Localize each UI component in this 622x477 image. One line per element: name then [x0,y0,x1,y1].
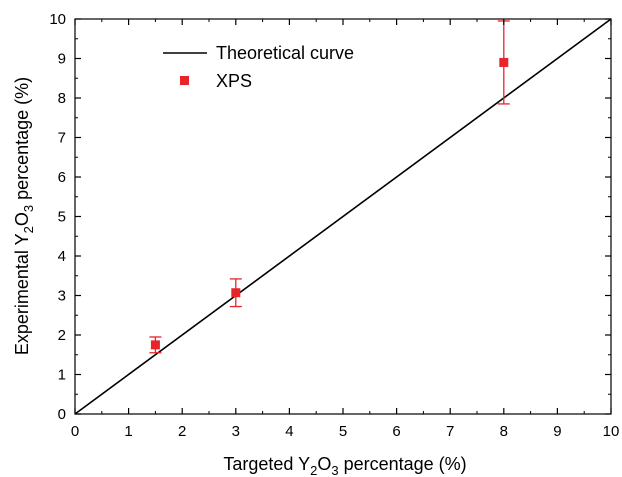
x-tick-label: 5 [339,423,347,440]
data-point-xps [150,340,160,350]
y-tick-label: 0 [58,406,66,423]
x-axis-label: Targeted Y2O3 percentage (%) [223,454,466,477]
legend-label-xps: XPS [216,71,252,91]
axes: 0 1 2 3 4 5 6 7 8 9 10 0 1 2 3 4 5 6 7 8 9 10 [49,11,619,440]
data-point-xps [499,57,509,67]
x-tick-label: 10 [603,423,620,440]
plot-area [74,18,612,415]
data-point-xps [231,288,241,298]
x-tick-label: 0 [71,423,79,440]
y-tick-label: 5 [58,209,66,226]
y-axis-label: Experimental Y2O3 percentage (%) [12,77,36,355]
y-tick-label: 8 [58,90,66,107]
y-tick-label: 6 [58,169,66,186]
series-line-theoretical-curve [74,18,612,415]
y-tick-label: 3 [58,288,66,305]
y-tick-label: 10 [49,11,66,28]
x-tick-label: 8 [500,423,508,440]
y-tick-label: 1 [58,367,66,384]
x-tick-label: 6 [392,423,400,440]
y-tick-label: 2 [58,327,66,344]
y-tick-label: 4 [58,248,66,265]
x-tick-label: 2 [178,423,186,440]
x-tick-label: 9 [553,423,561,440]
y-tick-label: 9 [58,51,66,68]
y-tick-label: 7 [58,130,66,147]
x-tick-label: 3 [232,423,240,440]
legend-label-theoretical: Theoretical curve [216,43,354,63]
x-tick-label: 7 [446,423,454,440]
x-tick-label: 4 [285,423,293,440]
legend-marker-sample [180,76,189,85]
x-tick-label: 1 [124,423,132,440]
legend: Theoretical curve XPS [163,43,354,91]
